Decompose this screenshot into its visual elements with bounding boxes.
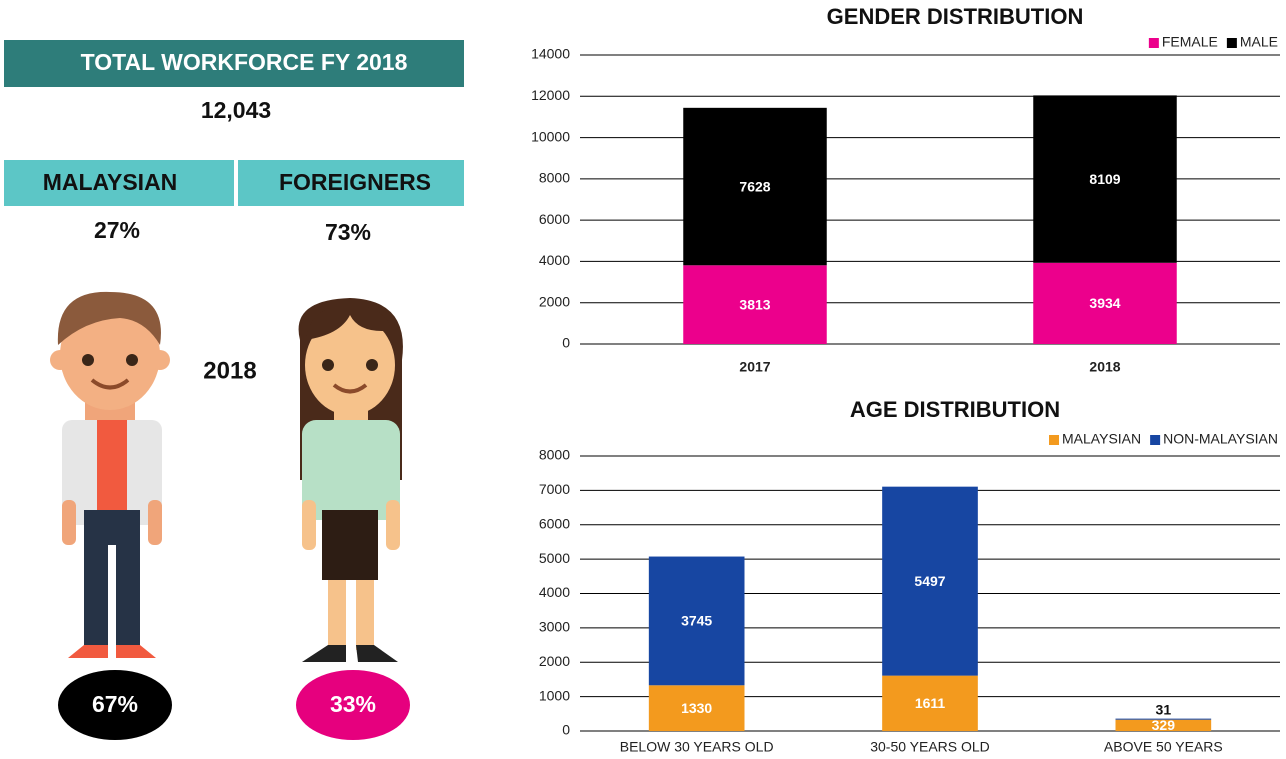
y-tick-label: 4000 — [539, 252, 570, 268]
value-label: 1330 — [681, 700, 712, 716]
value-label: 31 — [1156, 701, 1172, 717]
legend-swatch — [1049, 435, 1059, 445]
x-tick-label: 30-50 YEARS OLD — [870, 739, 990, 755]
total: 12,043 — [201, 97, 271, 123]
y-tick-label: 0 — [562, 722, 570, 738]
legend-swatch — [1150, 435, 1160, 445]
y-tick-label: 0 — [562, 335, 570, 351]
x-tick-label: ABOVE 50 YEARS — [1104, 739, 1223, 755]
share: 73% — [325, 219, 371, 245]
y-tick-label: 14000 — [531, 46, 570, 62]
y-tick-label: 6000 — [539, 515, 570, 531]
legend-label: MALAYSIAN — [1062, 431, 1141, 447]
legend-label: MALE — [1240, 34, 1278, 50]
x-tick-label: BELOW 30 YEARS OLD — [620, 739, 774, 755]
share: 67% — [92, 691, 138, 717]
chart-title: GENDER DISTRIBUTION — [827, 4, 1084, 29]
heading: FOREIGNERS — [279, 169, 431, 195]
y-tick-label: 7000 — [539, 481, 570, 497]
value-label: 8109 — [1089, 171, 1120, 187]
share: 33% — [330, 691, 376, 717]
legend-label: FEMALE — [1162, 34, 1218, 50]
year: 2018 — [203, 357, 256, 384]
page: TOTAL WORKFORCE FY 2018 12,043 MALAYSIAN… — [0, 0, 1286, 759]
value-label: 3745 — [681, 613, 712, 629]
value-label: 1611 — [915, 695, 946, 711]
chart-title: AGE DISTRIBUTION — [850, 397, 1060, 422]
x-tick-label: 2018 — [1089, 359, 1120, 375]
left-panel: TOTAL WORKFORCE FY 2018 12,043 MALAYSIAN… — [4, 40, 464, 740]
y-tick-label: 12000 — [531, 87, 570, 103]
y-tick-label: 8000 — [539, 447, 570, 463]
y-tick-label: 2000 — [539, 293, 570, 309]
heading: MALAYSIAN — [43, 169, 178, 195]
value-label: 7628 — [739, 178, 770, 194]
bar-segment — [1116, 719, 1212, 720]
y-tick-label: 10000 — [531, 128, 570, 144]
banner-text: TOTAL WORKFORCE FY 2018 — [81, 49, 408, 75]
y-tick-label: 8000 — [539, 170, 570, 186]
value-label: 3813 — [739, 296, 770, 312]
value-label: 3934 — [1089, 295, 1120, 311]
y-tick-label: 6000 — [539, 211, 570, 227]
man-figure — [50, 292, 170, 658]
value-label: 5497 — [914, 573, 945, 589]
y-tick-label: 2000 — [539, 653, 570, 669]
y-tick-label: 3000 — [539, 619, 570, 635]
y-tick-label: 1000 — [539, 687, 570, 703]
y-tick-label: 4000 — [539, 584, 570, 600]
legend-label: NON-MALAYSIAN — [1163, 431, 1278, 447]
share: 27% — [94, 217, 140, 243]
woman-figure — [299, 298, 403, 662]
legend-swatch — [1227, 38, 1237, 48]
x-tick-label: 2017 — [739, 359, 770, 375]
y-tick-label: 5000 — [539, 550, 570, 566]
infographic: TOTAL WORKFORCE FY 2018 12,043 MALAYSIAN… — [0, 0, 1286, 759]
legend-swatch — [1149, 38, 1159, 48]
